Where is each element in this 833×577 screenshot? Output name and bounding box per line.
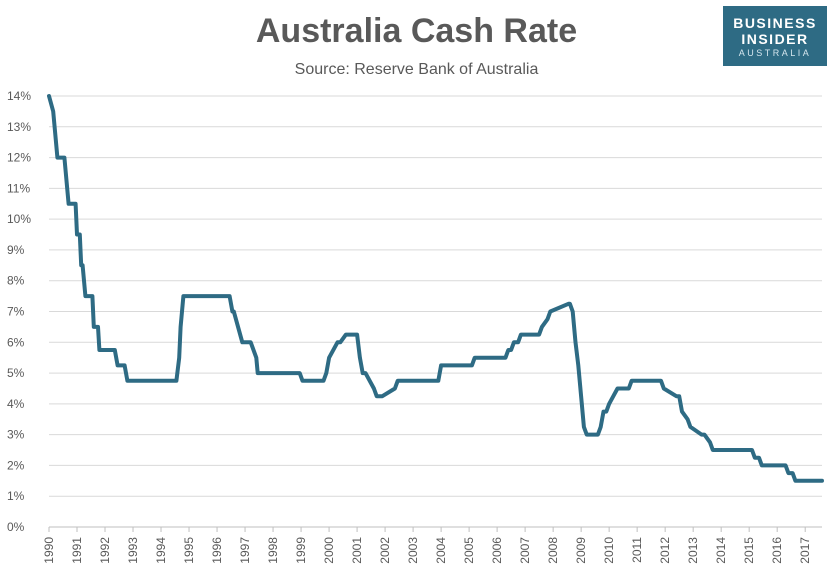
x-tick-label: 2014 — [714, 537, 728, 564]
x-tick-label: 1993 — [126, 537, 140, 564]
y-tick-label: 12% — [7, 151, 31, 165]
x-tick-label: 2011 — [630, 537, 644, 563]
x-tick-label: 2015 — [742, 537, 756, 564]
x-tick-label: 2001 — [350, 537, 364, 564]
x-tick-label: 2007 — [518, 537, 532, 564]
x-tick-label: 2008 — [546, 537, 560, 564]
y-tick-label: 4% — [7, 397, 25, 411]
chart-title: Australia Cash Rate — [255, 12, 578, 50]
x-tick-label: 2003 — [406, 537, 420, 564]
y-tick-label: 0% — [7, 520, 25, 534]
y-tick-label: 3% — [7, 428, 25, 442]
x-tick-label: 1999 — [294, 537, 308, 564]
y-tick-label: 1% — [7, 489, 25, 503]
x-tick-label: 2000 — [322, 537, 336, 564]
y-tick-label: 2% — [7, 458, 25, 472]
x-tick-label: 2009 — [574, 537, 588, 564]
gridlines — [49, 95, 822, 497]
x-tick-label: 2013 — [686, 537, 700, 564]
x-tick-label: 1991 — [70, 537, 84, 564]
y-tick-label: 13% — [7, 120, 31, 134]
series-group — [47, 94, 824, 483]
x-tick-label: 2006 — [490, 537, 504, 564]
y-tick-label: 10% — [7, 212, 31, 226]
y-tick-label: 5% — [7, 366, 25, 380]
x-tick-label: 2004 — [434, 537, 448, 564]
x-tick-label: 2017 — [798, 537, 812, 564]
logo-line-2: INSIDER — [741, 31, 809, 47]
y-tick-label: 8% — [7, 274, 25, 288]
logo-line-3: AUSTRALIA — [738, 48, 812, 58]
y-tick-label: 14% — [7, 89, 31, 103]
x-tick-label: 1997 — [238, 537, 252, 564]
x-axis: 1990 1991 1992 1993 1994 1995 1996 1997 1998 1999… — [42, 526, 822, 564]
chart-subtitle: Source: Reserve Bank of Australia — [294, 61, 539, 78]
y-tick-label: 6% — [7, 335, 25, 349]
x-tick-label: 2016 — [770, 537, 784, 564]
x-tick-label: 1996 — [210, 537, 224, 564]
cash-rate-line — [47, 94, 824, 483]
business-insider-logo: BUSINESS INSIDER AUSTRALIA — [723, 6, 827, 66]
logo-line-1: BUSINESS — [733, 15, 817, 31]
x-tick-label: 1990 — [42, 537, 56, 564]
y-tick-label: 11% — [7, 181, 30, 195]
x-tick-label: 2005 — [462, 537, 476, 564]
x-tick-label: 1995 — [182, 537, 196, 564]
x-tick-label: 2002 — [378, 537, 392, 564]
x-tick-label: 2012 — [658, 537, 672, 564]
y-tick-label: 7% — [7, 305, 25, 319]
x-tick-label: 2010 — [602, 537, 616, 564]
x-tick-label: 1998 — [266, 537, 280, 564]
x-tick-label: 1994 — [154, 537, 168, 564]
y-axis-ticks: 0% 1% 2% 3% 4% 5% 6% 7% 8% 9% 10% 11% 12% 13% 14% — [7, 89, 31, 534]
x-tick-label: 1992 — [98, 537, 112, 564]
y-tick-label: 9% — [7, 243, 25, 257]
